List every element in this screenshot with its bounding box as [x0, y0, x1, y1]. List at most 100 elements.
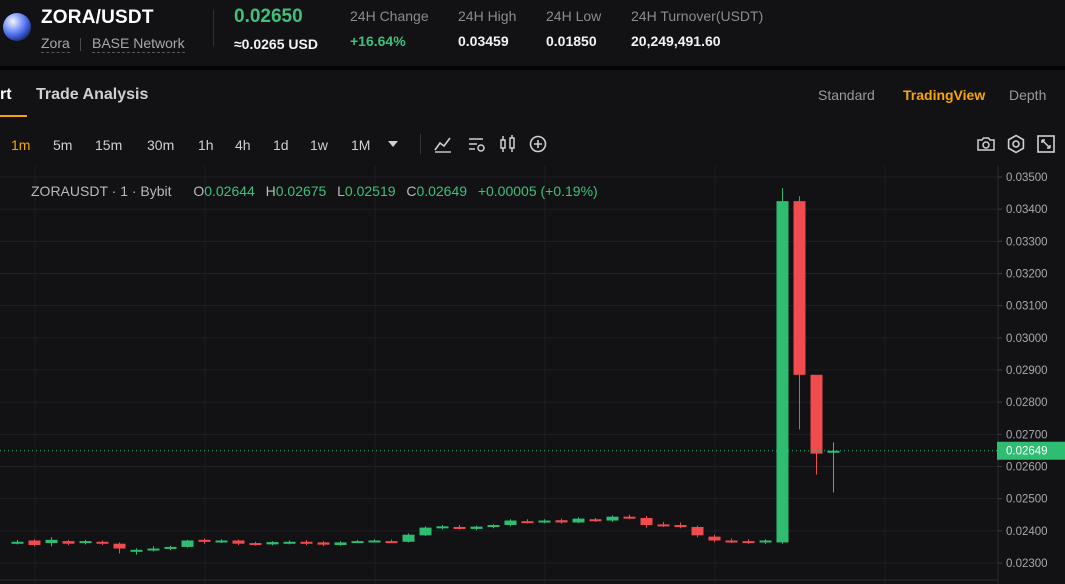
view-tab-standard[interactable]: Standard — [818, 87, 875, 103]
candle-down — [742, 541, 755, 544]
candle-up — [606, 516, 619, 521]
legend-high-key: H — [265, 183, 276, 199]
price-tick-label: 0.02800 — [1006, 397, 1048, 409]
candle-up — [334, 542, 347, 545]
candles — [0, 188, 998, 555]
legend-open-value: 0.02644 — [204, 183, 255, 199]
candle-down — [725, 540, 738, 543]
price-tick-label: 0.02300 — [1006, 558, 1048, 570]
divider — [420, 134, 421, 154]
chart-settings-icon[interactable] — [466, 133, 488, 155]
legend-change: +0.00005 (+0.19%) — [477, 183, 598, 199]
legend-low-value: 0.02519 — [344, 183, 396, 199]
candle-down — [113, 543, 126, 549]
candle-down — [640, 517, 653, 526]
candle-down — [623, 516, 636, 519]
timeframe-1d[interactable]: 1d — [273, 137, 289, 153]
view-tab-depth[interactable]: Depth — [1009, 87, 1047, 103]
tab-trade-analysis[interactable]: Trade Analysis — [36, 86, 149, 103]
coin-logo — [3, 13, 31, 41]
add-icon[interactable] — [527, 133, 549, 155]
candle-down — [300, 541, 313, 544]
stat-24h-high-value: 0.03459 — [458, 33, 509, 49]
timeframe-1M[interactable]: 1M — [351, 137, 371, 153]
indicator-icon[interactable] — [432, 133, 454, 155]
stat-24h-turnover-value: 20,249,491.60 — [631, 33, 721, 49]
ohlc-legend: ZORAUSDT · 1 · Bybit O0.02644 H0.02675 L… — [31, 183, 598, 199]
candle-type-icon[interactable] — [497, 133, 519, 155]
tab-chart[interactable]: rt — [0, 86, 12, 103]
candle-up — [79, 541, 92, 544]
candle-down — [793, 201, 806, 375]
current-price-tag — [997, 441, 1065, 460]
candle-up — [215, 540, 228, 543]
legend-high-value: 0.02675 — [275, 183, 327, 199]
price-tick-label: 0.02500 — [1006, 494, 1048, 506]
price-tick-label: 0.02600 — [1006, 462, 1048, 474]
candle-up — [181, 540, 194, 547]
candle-up — [266, 542, 279, 545]
stat-24h-low-value: 0.01850 — [546, 33, 597, 49]
candle-up — [419, 527, 432, 536]
network-link[interactable]: BASE Network — [92, 35, 185, 53]
candle-up — [827, 450, 840, 453]
stat-24h-high-label: 24H High — [458, 8, 517, 24]
price-tick-label: 0.03100 — [1006, 301, 1048, 313]
chart-canvas[interactable]: 0.03500 0.03400 0.03300 0.03200 0.03100 0.030… — [0, 166, 1065, 584]
legend-close-key: C — [406, 183, 417, 199]
coin-name-link[interactable]: Zora — [41, 35, 70, 53]
candle-up — [504, 520, 517, 526]
timeframe-15m[interactable]: 15m — [95, 137, 123, 153]
current-price-label: 0.02649 — [1006, 446, 1048, 458]
timeframe-1w[interactable]: 1w — [310, 137, 328, 153]
candle-down — [62, 541, 75, 544]
candle-down — [708, 536, 721, 541]
candle-down — [317, 542, 330, 545]
candle-up — [164, 546, 177, 549]
stat-24h-low-label: 24H Low — [546, 8, 602, 24]
pair-title[interactable]: ZORA/USDT — [41, 7, 154, 28]
stat-24h-change-value: +16.64% — [350, 33, 406, 49]
candle-up — [402, 534, 415, 542]
legend-close-value: 0.02649 — [416, 183, 468, 199]
settings-icon[interactable] — [1005, 133, 1027, 155]
candle-down — [555, 520, 568, 523]
divider — [80, 38, 81, 51]
price-tick-label: 0.03400 — [1006, 204, 1048, 216]
price-tick-label: 0.03500 — [1006, 172, 1048, 184]
view-tab-tradingview[interactable]: TradingView — [903, 87, 986, 103]
candle-up — [11, 541, 24, 544]
usd-price: ≈0.0265 USD — [234, 36, 318, 52]
candle-up — [572, 518, 585, 523]
candle-down — [249, 543, 262, 546]
candlestick-chart[interactable]: 0.03500 0.03400 0.03300 0.03200 0.03100 0.030… — [0, 166, 1065, 584]
timeframe-4h[interactable]: 4h — [235, 137, 251, 153]
candle-up — [538, 520, 551, 523]
candle-up — [368, 540, 381, 543]
stat-24h-turnover-label: 24H Turnover(USDT) — [631, 8, 764, 24]
candle-down — [198, 539, 211, 542]
candle-down — [810, 374, 823, 454]
timeframe-1m[interactable]: 1m — [11, 137, 31, 153]
chevron-down-icon[interactable] — [386, 138, 400, 150]
price-tick-label: 0.03300 — [1006, 236, 1048, 248]
camera-icon[interactable] — [975, 133, 997, 155]
candle-up — [759, 540, 772, 543]
candle-up — [436, 526, 449, 529]
candle-down — [453, 526, 466, 529]
candle-up — [351, 541, 364, 544]
candle-down — [589, 519, 602, 522]
price-tick-label: 0.02700 — [1006, 429, 1048, 441]
chart-toolbar: 1m 5m 15m 30m 1h 4h 1d 1w 1M — [0, 120, 1065, 166]
active-tab-indicator — [0, 115, 27, 117]
candle-up — [130, 549, 143, 552]
fullscreen-icon[interactable] — [1035, 133, 1057, 155]
timeframe-5m[interactable]: 5m — [53, 137, 73, 153]
candle-up — [776, 201, 789, 543]
timeframe-30m[interactable]: 30m — [147, 137, 175, 153]
price-axis[interactable]: 0.03500 0.03400 0.03300 0.03200 0.03100 0.030… — [997, 166, 1065, 584]
timeframe-1h[interactable]: 1h — [198, 137, 214, 153]
stat-24h-change-label: 24H Change — [350, 8, 429, 24]
candle-down — [657, 524, 670, 527]
candle-up — [487, 525, 500, 528]
